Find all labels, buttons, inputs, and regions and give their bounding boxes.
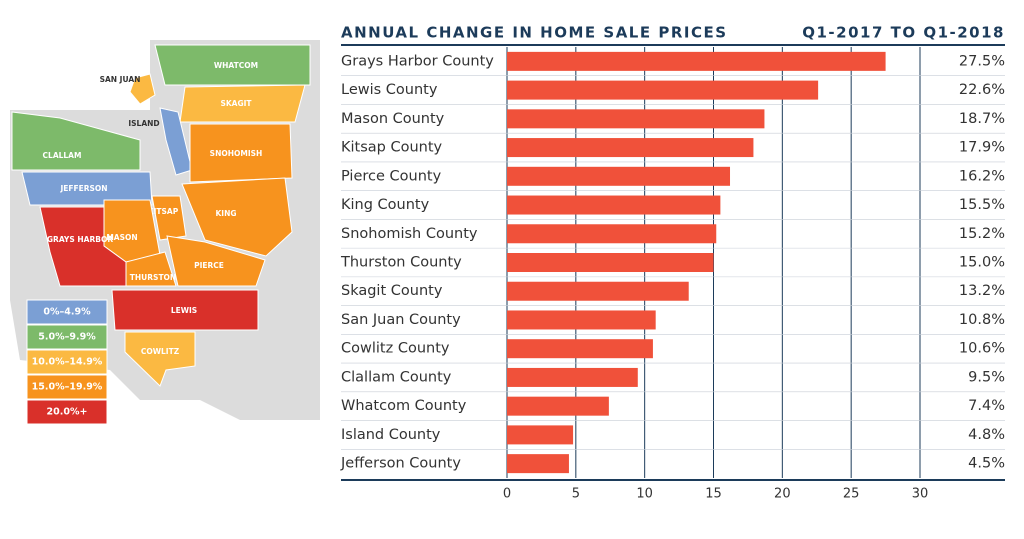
x-tick-label: 0 bbox=[503, 487, 511, 502]
county-shape bbox=[111, 289, 259, 331]
county-label: GRAYS HARBOR bbox=[47, 235, 113, 244]
county-shape bbox=[124, 331, 196, 387]
legend-swatch bbox=[26, 299, 108, 325]
county-label: KING bbox=[215, 209, 236, 218]
county-shape bbox=[181, 177, 293, 257]
bar bbox=[507, 310, 656, 330]
category-label: Thurston County bbox=[340, 255, 462, 271]
county-shape bbox=[151, 195, 187, 241]
value-label: 18.7% bbox=[959, 111, 1005, 127]
county-label: ISLAND bbox=[128, 119, 159, 128]
bar bbox=[507, 109, 765, 129]
county-label: SNOHOMISH bbox=[210, 149, 263, 158]
category-label: San Juan County bbox=[341, 312, 461, 328]
value-label: 15.5% bbox=[959, 197, 1005, 213]
county-label: COWLITZ bbox=[141, 347, 180, 356]
county-label: CLALLAM bbox=[43, 151, 82, 160]
county-shape bbox=[189, 123, 293, 183]
category-label: Lewis County bbox=[341, 82, 438, 98]
category-label: Mason County bbox=[341, 111, 445, 127]
value-label: 13.2% bbox=[959, 283, 1005, 299]
value-label: 4.8% bbox=[968, 427, 1005, 443]
bar bbox=[507, 166, 731, 186]
county-label: KITSAP bbox=[148, 207, 179, 216]
bar bbox=[507, 339, 653, 359]
bar bbox=[507, 51, 886, 71]
bar bbox=[507, 454, 569, 474]
value-label: 10.8% bbox=[959, 312, 1005, 328]
county-shape bbox=[166, 235, 266, 287]
county-label: SKAGIT bbox=[220, 99, 252, 108]
legend-label: 5.0%–9.9% bbox=[38, 332, 96, 343]
county-label: PIERCE bbox=[194, 261, 224, 270]
county-shape bbox=[154, 44, 311, 86]
category-label: Kitsap County bbox=[341, 140, 443, 156]
category-label: Pierce County bbox=[341, 168, 442, 184]
x-tick-label: 30 bbox=[912, 487, 929, 502]
bar bbox=[507, 195, 721, 215]
value-label: 15.2% bbox=[959, 226, 1005, 242]
value-label: 10.6% bbox=[959, 341, 1005, 357]
bar bbox=[507, 425, 574, 445]
x-tick-label: 15 bbox=[705, 487, 722, 502]
county-shape bbox=[179, 84, 306, 123]
value-label: 16.2% bbox=[959, 168, 1005, 184]
category-label: Jefferson County bbox=[340, 456, 461, 472]
value-label: 4.5% bbox=[968, 456, 1005, 472]
bar bbox=[507, 253, 714, 272]
county-label: MASON bbox=[106, 233, 137, 242]
county-shape bbox=[125, 251, 177, 287]
county-shape bbox=[21, 171, 153, 206]
legend-swatch bbox=[26, 374, 108, 400]
category-label: Whatcom County bbox=[341, 398, 467, 414]
county-label: THURSTON bbox=[130, 273, 176, 282]
category-label: Clallam County bbox=[341, 369, 452, 385]
x-tick-label: 25 bbox=[843, 487, 860, 502]
chart-subtitle: Q1-2017 TO Q1-2018 bbox=[802, 24, 1005, 42]
category-label: Grays Harbor County bbox=[341, 53, 494, 69]
bar bbox=[507, 281, 689, 301]
legend-label: 10.0%–14.9% bbox=[32, 357, 103, 368]
category-label: Snohomish County bbox=[341, 226, 478, 242]
x-tick-label: 10 bbox=[636, 487, 653, 502]
value-label: 17.9% bbox=[959, 140, 1005, 156]
legend-label: 0%–4.9% bbox=[43, 307, 91, 318]
legend-swatch bbox=[26, 324, 108, 350]
value-label: 9.5% bbox=[968, 369, 1005, 385]
value-label: 15.0% bbox=[959, 255, 1005, 271]
category-label: Skagit County bbox=[341, 283, 443, 299]
value-label: 27.5% bbox=[959, 53, 1005, 69]
value-label: 22.6% bbox=[959, 82, 1005, 98]
county-label: SAN JUAN bbox=[100, 75, 141, 84]
county-shape bbox=[159, 107, 193, 176]
legend-label: 15.0%–19.9% bbox=[32, 382, 103, 393]
county-label: JEFFERSON bbox=[59, 184, 107, 193]
x-tick-label: 5 bbox=[572, 487, 580, 502]
bar bbox=[507, 367, 638, 387]
category-label: King County bbox=[341, 197, 430, 213]
bar bbox=[507, 138, 754, 158]
legend-swatch bbox=[26, 399, 108, 425]
bar bbox=[507, 80, 819, 100]
bar bbox=[507, 396, 609, 416]
x-tick-label: 20 bbox=[774, 487, 791, 502]
county-label: LEWIS bbox=[171, 306, 197, 315]
value-label: 7.4% bbox=[968, 398, 1005, 414]
category-label: Island County bbox=[341, 427, 441, 443]
legend-swatch bbox=[26, 349, 108, 375]
chart-title: ANNUAL CHANGE IN HOME SALE PRICES bbox=[341, 24, 728, 42]
bar bbox=[507, 224, 717, 244]
county-shape bbox=[11, 111, 141, 171]
county-shape bbox=[129, 73, 156, 105]
category-label: Cowlitz County bbox=[341, 341, 450, 357]
county-label: WHATCOM bbox=[214, 61, 258, 70]
legend-label: 20.0%+ bbox=[47, 407, 88, 418]
